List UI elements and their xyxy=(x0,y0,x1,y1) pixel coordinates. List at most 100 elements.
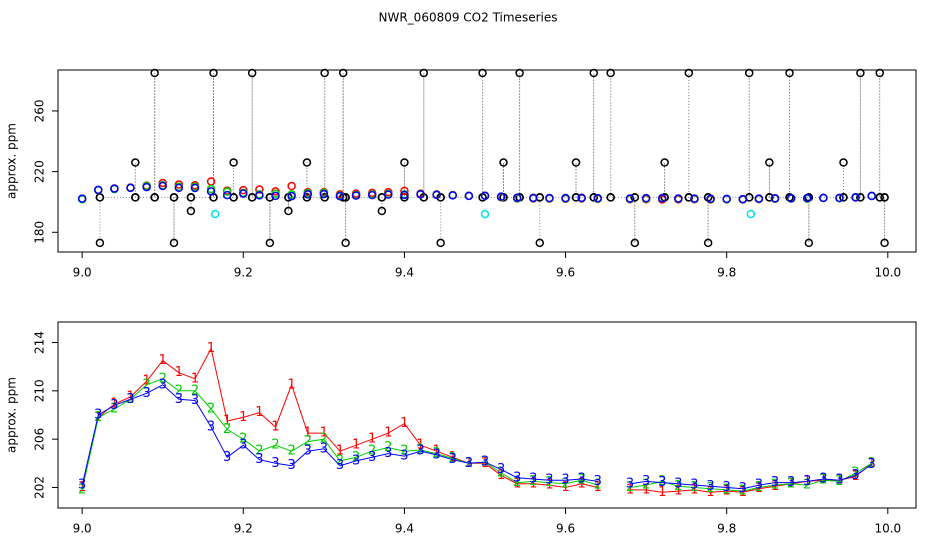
point-marker: 3 xyxy=(416,444,424,459)
point-marker: 2 xyxy=(191,383,199,398)
point-marker: 3 xyxy=(658,475,666,490)
point-marker: 2 xyxy=(545,475,553,490)
point-marker: 3 xyxy=(706,479,714,494)
point-marker: 2 xyxy=(642,478,650,493)
point-marker: 3 xyxy=(110,398,118,413)
point-marker: 1 xyxy=(239,410,247,425)
point-marker: 1 xyxy=(561,480,569,495)
point-marker: 1 xyxy=(690,482,698,497)
point-marker: 3 xyxy=(868,457,876,472)
point-marker: 1 xyxy=(110,397,118,412)
point-marker: 3 xyxy=(320,441,328,456)
point xyxy=(875,68,884,78)
point-marker: 2 xyxy=(159,371,167,386)
point xyxy=(641,193,651,203)
point-marker: 3 xyxy=(336,458,344,473)
point-marker: 1 xyxy=(851,469,859,484)
point-marker: 1 xyxy=(352,438,360,453)
point xyxy=(765,193,774,202)
point-marker: 1 xyxy=(674,484,682,499)
point xyxy=(239,185,248,195)
point xyxy=(512,193,522,202)
point-marker: 2 xyxy=(223,422,231,437)
point-marker: 1 xyxy=(304,426,312,441)
point-marker: 2 xyxy=(175,383,183,398)
point-marker: 2 xyxy=(513,475,521,490)
point xyxy=(186,206,196,216)
point xyxy=(480,209,490,219)
point xyxy=(169,238,179,248)
point xyxy=(630,238,640,248)
point-marker: 2 xyxy=(497,465,505,480)
point xyxy=(131,193,140,202)
point xyxy=(703,238,713,248)
point-marker: 1 xyxy=(368,432,376,447)
point xyxy=(150,68,159,78)
point-marker: 2 xyxy=(94,410,102,425)
point xyxy=(660,158,669,167)
x-tick-label: 9.4 xyxy=(395,522,414,536)
point xyxy=(802,193,812,203)
point-marker: 1 xyxy=(706,485,714,500)
point xyxy=(186,193,196,202)
point xyxy=(222,190,232,200)
point-marker: 2 xyxy=(207,401,215,416)
point-marker: 2 xyxy=(803,478,811,493)
point xyxy=(856,193,865,202)
point-marker: 2 xyxy=(771,478,779,493)
point xyxy=(785,68,794,78)
point xyxy=(577,193,586,203)
point-marker: 2 xyxy=(674,479,682,494)
point xyxy=(571,193,581,202)
point-marker: 3 xyxy=(223,450,231,465)
x-tick-label: 9.6 xyxy=(556,522,575,536)
point-marker: 3 xyxy=(433,447,441,462)
point-marker: 1 xyxy=(126,389,134,404)
y-tick-label: 202 xyxy=(33,476,47,499)
point xyxy=(247,68,257,78)
point xyxy=(630,193,640,202)
x-tick-label: 9.8 xyxy=(717,522,736,536)
point xyxy=(400,186,409,196)
point-marker: 2 xyxy=(271,438,279,453)
point xyxy=(419,68,429,78)
point-marker: 3 xyxy=(465,456,473,471)
point xyxy=(480,191,490,200)
point-marker: 2 xyxy=(239,432,247,447)
point xyxy=(190,183,200,193)
point-marker: 2 xyxy=(368,444,376,459)
point-marker: 3 xyxy=(271,456,279,471)
point-marker: 1 xyxy=(771,479,779,494)
point xyxy=(625,194,635,203)
y-tick-label: 214 xyxy=(33,331,47,354)
point-marker: 3 xyxy=(304,444,312,459)
point xyxy=(765,158,774,167)
point xyxy=(545,193,554,203)
point-marker: 3 xyxy=(400,449,408,464)
point xyxy=(239,189,248,198)
point xyxy=(684,68,694,78)
point-marker: 1 xyxy=(481,456,489,471)
point-marker: 3 xyxy=(803,474,811,489)
point-marker: 2 xyxy=(304,434,312,449)
point-marker: 1 xyxy=(578,476,586,491)
point-marker: 2 xyxy=(561,476,569,491)
point xyxy=(110,184,119,193)
point xyxy=(738,194,748,204)
point-marker: 2 xyxy=(578,473,586,488)
point xyxy=(499,158,508,167)
plot-frame xyxy=(57,321,917,509)
point xyxy=(265,238,275,248)
point-marker: 1 xyxy=(78,480,86,495)
point-marker: 1 xyxy=(320,426,328,441)
point-marker: 3 xyxy=(690,478,698,493)
point xyxy=(851,193,860,202)
point-marker: 2 xyxy=(416,443,424,458)
point xyxy=(589,193,598,202)
point xyxy=(770,194,780,203)
x-tick-label: 9.2 xyxy=(234,266,253,280)
y-tick-label: 210 xyxy=(33,379,47,402)
point xyxy=(142,182,151,192)
point-marker: 3 xyxy=(449,452,457,467)
